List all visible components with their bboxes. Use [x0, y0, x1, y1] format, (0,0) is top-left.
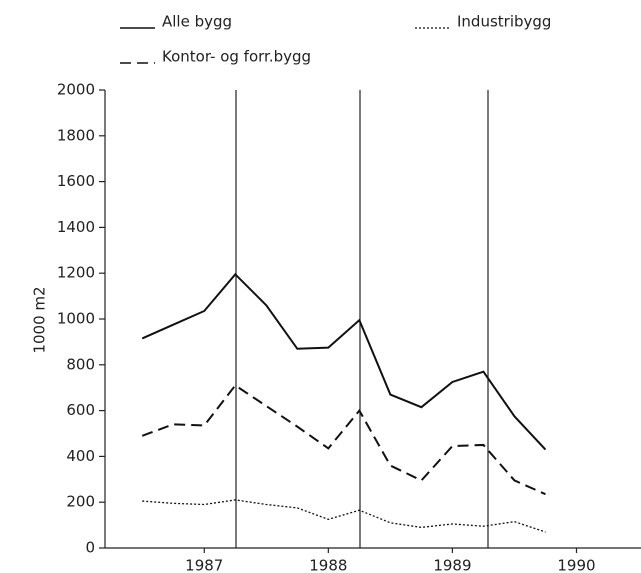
legend-label: Alle bygg: [162, 13, 232, 31]
x-tick-label: 1990: [557, 557, 595, 573]
y-tick-label: 400: [66, 447, 95, 465]
series-line: [141, 272, 547, 451]
series-line: [141, 384, 546, 496]
y-tick-label: 1400: [57, 218, 95, 236]
legend-label: Industribygg: [457, 13, 551, 31]
y-tick-label: 0: [85, 539, 95, 557]
y-tick-label: 1800: [57, 126, 95, 144]
y-axis-label: 1000 m2: [31, 286, 49, 353]
x-tick-label: 1987: [185, 557, 223, 573]
y-tick-label: 1200: [57, 264, 95, 282]
x-tick-label: 1989: [433, 557, 471, 573]
y-tick-label: 200: [66, 493, 95, 511]
legend-label: Kontor- og forr.bygg: [162, 48, 311, 66]
y-tick-label: 1600: [57, 172, 95, 190]
x-tick-label: 1988: [309, 557, 347, 573]
series-line: [142, 499, 546, 533]
y-tick-label: 600: [66, 401, 95, 419]
y-tick-label: 2000: [57, 81, 95, 99]
y-tick-label: 1000: [57, 310, 95, 328]
y-tick-label: 800: [66, 355, 95, 373]
